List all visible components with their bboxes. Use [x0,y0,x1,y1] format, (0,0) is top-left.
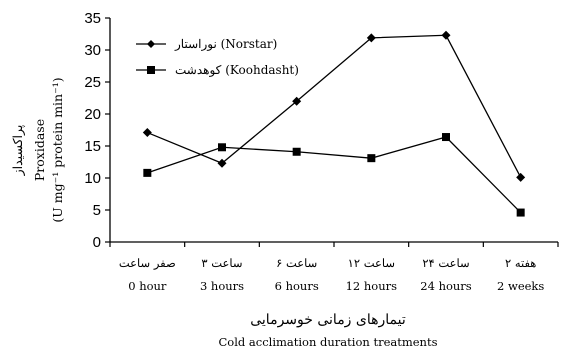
data-point-diamond [366,33,376,43]
data-point-square [292,147,301,156]
x-category-label-fa: ۲ هفته [505,256,536,270]
y-tick-label: 5 [93,202,101,219]
x-category-label-en: 2 weeks [497,279,544,293]
data-point-square [367,154,376,163]
y-axis-unit: (U mg⁻¹ protein min⁻¹) [50,77,65,222]
legend-label-koohdasht: کوهدشت (Koohdasht) [175,63,299,77]
y-axis-title-fa: پراکسیداز [10,124,26,176]
x-category-label-en: 0 hour [128,279,167,293]
y-tick-label: 20 [84,106,101,123]
legend: نوراستار (Norstar) کوهدشت (Koohdasht) [136,37,299,77]
x-category-label-fa: ۶ ساعت [276,256,318,270]
legend-label-norstar: نوراستار (Norstar) [174,37,277,51]
data-point-diamond [142,128,152,138]
legend-diamond-marker [147,40,155,48]
data-point-diamond [516,172,526,182]
series-line-1 [147,136,522,214]
series-line-0 [147,34,522,178]
x-category-label-fa: ۳ ساعت [201,256,243,270]
y-tick-label: 25 [84,74,101,91]
x-category-label-en: 24 hours [420,279,472,293]
y-tick-label: 10 [84,170,101,187]
data-point-square [442,133,450,142]
data-point-diamond [292,96,302,106]
y-tick-label: 0 [93,234,101,251]
x-category-label-en: 3 hours [200,279,244,293]
y-tick-label: 35 [84,10,101,27]
y-axis-title-en: Proxidase [32,119,47,181]
data-point-square [143,168,152,177]
data-point-square [218,143,226,152]
x-axis-title-fa: تیمارهای زمانی خوسرمایی [250,312,406,328]
x-category-label-en: 6 hours [275,279,319,293]
y-tick-label: 15 [84,138,101,155]
x-category-label-fa: ۱۲ ساعت [348,256,396,270]
x-category-label-fa: صفر ساعت [119,256,176,270]
data-point-square [516,208,525,217]
x-axis-title-en: Cold acclimation duration treatments [218,335,437,349]
legend-square-marker [147,66,155,74]
x-category-label-fa: ۲۴ ساعت [422,256,470,270]
data-point-diamond [441,30,451,40]
data-point-diamond [217,158,227,168]
x-category-label-en: 12 hours [346,279,398,293]
y-tick-label: 30 [84,42,101,59]
